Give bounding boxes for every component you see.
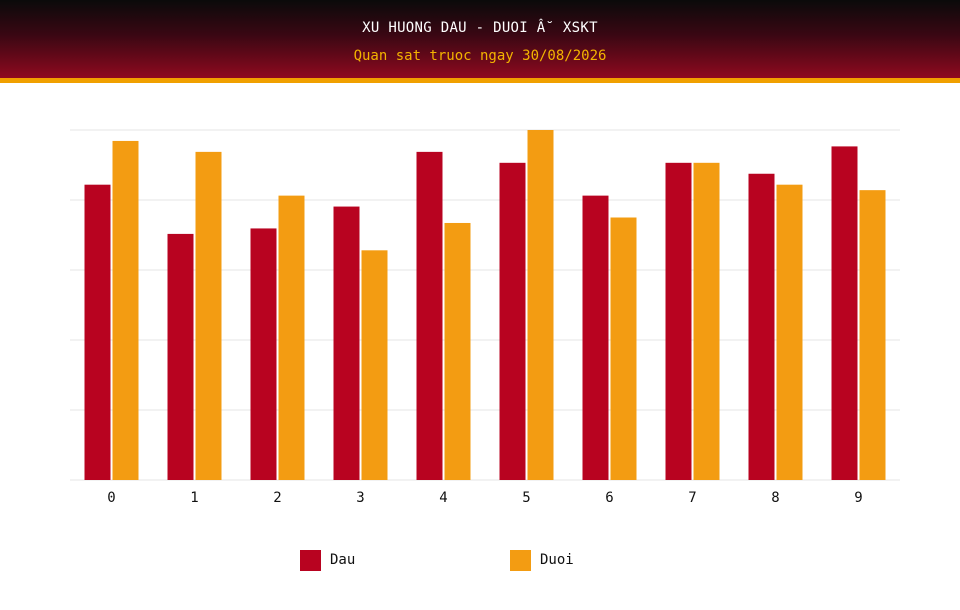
legend-label-dau: Dau <box>330 552 356 568</box>
grid-lines <box>70 129 900 481</box>
bar-duoi-0[interactable] <box>112 140 139 480</box>
x-tick-label-3: 3 <box>356 490 364 506</box>
x-tick-label-1: 1 <box>190 490 198 506</box>
bar-dau-0[interactable] <box>84 184 111 480</box>
bar-duoi-8[interactable] <box>776 184 803 480</box>
bar-duoi-9[interactable] <box>859 190 886 480</box>
bar-dau-7[interactable] <box>665 162 692 480</box>
bar-dau-6[interactable] <box>582 195 609 480</box>
bar-dau-3[interactable] <box>333 206 360 480</box>
legend-item-dau[interactable]: Dau <box>300 549 355 571</box>
x-tick-label-8: 8 <box>771 490 779 506</box>
bar-duoi-2[interactable] <box>278 195 305 480</box>
legend-swatch-dau <box>300 549 321 571</box>
bar-duoi-7[interactable] <box>693 162 720 480</box>
bar-dau-2[interactable] <box>250 228 277 480</box>
bar-chart: 0 1 2 3 4 5 6 7 8 9 <box>70 129 900 506</box>
x-tick-label-7: 7 <box>688 490 696 506</box>
x-tick-label-9: 9 <box>854 490 862 506</box>
bar-duoi-5[interactable] <box>527 130 554 480</box>
chart-title: XU HUONG DAU - DUOI Â˘ XSKT <box>362 20 598 36</box>
x-tick-label-6: 6 <box>605 490 613 506</box>
x-tick-label-2: 2 <box>273 490 281 506</box>
bars <box>84 130 886 481</box>
bar-duoi-1[interactable] <box>195 151 222 480</box>
bar-dau-8[interactable] <box>748 173 775 480</box>
bar-duoi-3[interactable] <box>361 250 388 480</box>
x-tick-labels: 0 1 2 3 4 5 6 7 8 9 <box>107 490 862 506</box>
bar-dau-1[interactable] <box>167 233 194 480</box>
bar-duoi-4[interactable] <box>444 222 471 480</box>
chart-header: XU HUONG DAU - DUOI Â˘ XSKT Quan sat tru… <box>0 0 960 83</box>
x-tick-label-0: 0 <box>107 490 115 506</box>
x-tick-label-5: 5 <box>522 490 530 506</box>
legend-item-duoi[interactable]: Duoi <box>510 549 574 571</box>
legend-swatch-duoi <box>510 549 531 571</box>
x-tick-label-4: 4 <box>439 490 447 506</box>
bar-dau-9[interactable] <box>831 146 858 480</box>
bar-dau-5[interactable] <box>499 162 526 480</box>
chart-subtitle: Quan sat truoc ngay 30/08/2026 <box>353 48 607 64</box>
bar-dau-4[interactable] <box>416 151 443 480</box>
bar-duoi-6[interactable] <box>610 217 637 481</box>
legend-label-duoi: Duoi <box>540 552 574 568</box>
